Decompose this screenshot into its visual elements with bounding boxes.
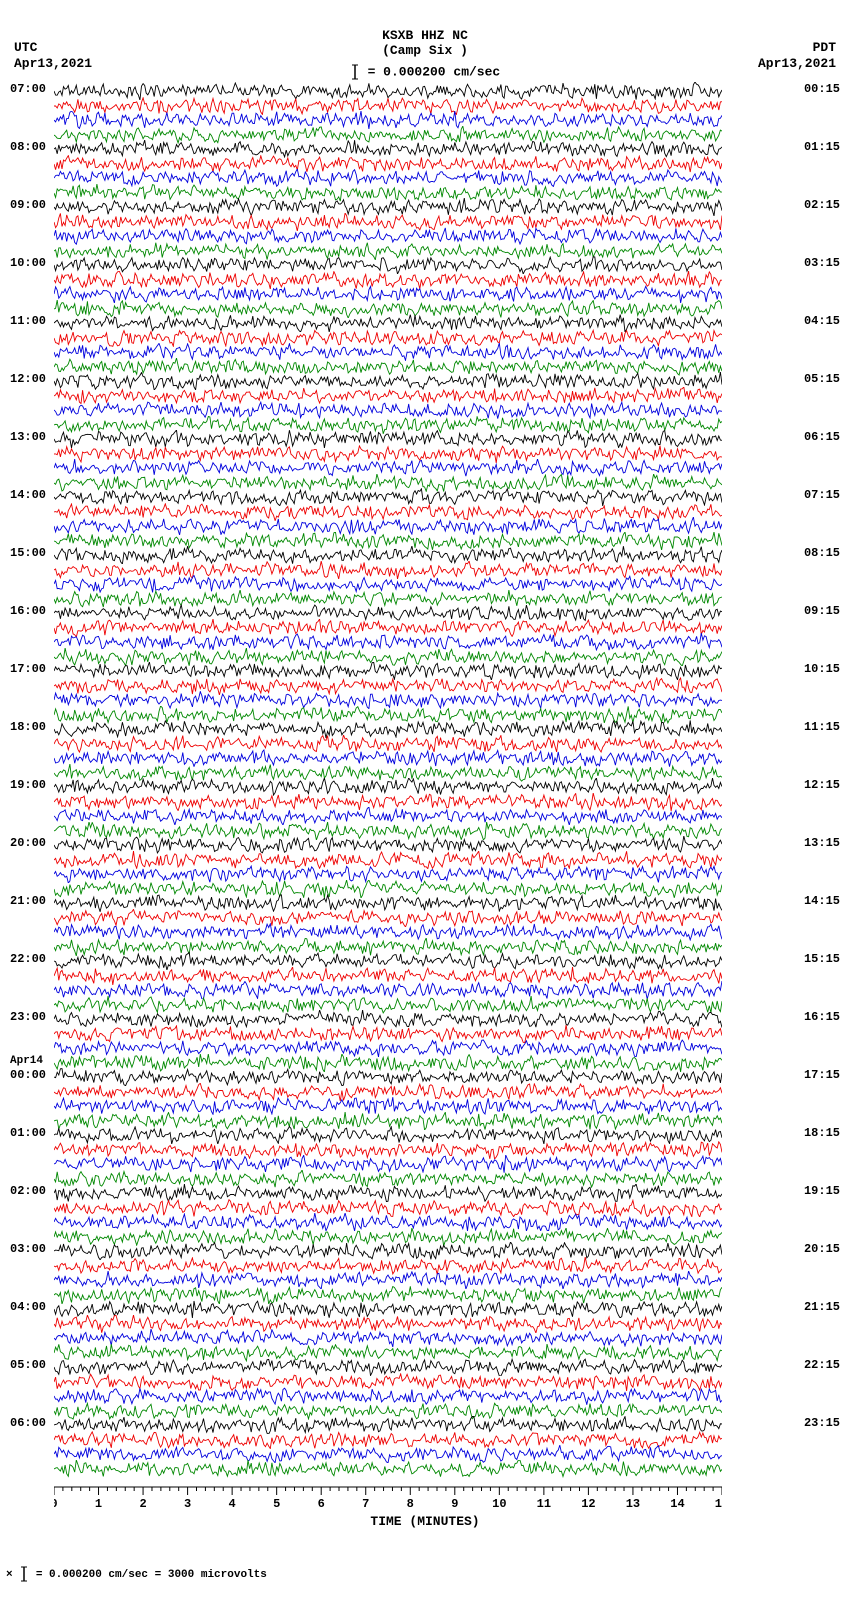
time-label-left: 12:00 xyxy=(10,372,46,386)
time-label-left: 02:00 xyxy=(10,1184,46,1198)
time-label-left: 20:00 xyxy=(10,836,46,850)
left-timezone: UTC xyxy=(14,40,37,55)
svg-text:1: 1 xyxy=(95,1497,102,1511)
time-label-left: 13:00 xyxy=(10,430,46,444)
time-label-left: 22:00 xyxy=(10,952,46,966)
x-axis-ticks: 0123456789101112131415 xyxy=(54,1486,722,1516)
time-label-left: 21:00 xyxy=(10,894,46,908)
time-label-left: 08:00 xyxy=(10,140,46,154)
seismic-trace xyxy=(54,1460,722,1478)
time-label-right: 22:15 xyxy=(804,1358,840,1372)
time-label-left: 05:00 xyxy=(10,1358,46,1372)
svg-text:6: 6 xyxy=(318,1497,325,1511)
time-label-left: 06:00 xyxy=(10,1416,46,1430)
time-label-left: 09:00 xyxy=(10,198,46,212)
time-label-left: 11:00 xyxy=(10,314,46,328)
time-label-right: 00:15 xyxy=(804,82,840,96)
svg-text:2: 2 xyxy=(139,1497,146,1511)
time-label-right: 05:15 xyxy=(804,372,840,386)
footer-text: = 0.000200 cm/sec = 3000 microvolts xyxy=(29,1569,267,1581)
time-label-left: 17:00 xyxy=(10,662,46,676)
time-label-right: 09:15 xyxy=(804,604,840,618)
station-title: KSXB HHZ NC xyxy=(0,0,850,43)
time-label-right: 07:15 xyxy=(804,488,840,502)
time-label-right: 20:15 xyxy=(804,1242,840,1256)
footer-scale: × = 0.000200 cm/sec = 3000 microvolts xyxy=(0,1536,850,1592)
svg-text:3: 3 xyxy=(184,1497,191,1511)
svg-text:11: 11 xyxy=(537,1497,551,1511)
time-label-left: 04:00 xyxy=(10,1300,46,1314)
svg-text:12: 12 xyxy=(581,1497,595,1511)
time-label-right: 21:15 xyxy=(804,1300,840,1314)
time-label-left: 10:00 xyxy=(10,256,46,270)
time-label-right: 04:15 xyxy=(804,314,840,328)
svg-text:7: 7 xyxy=(362,1497,369,1511)
time-label-right: 12:15 xyxy=(804,778,840,792)
time-label-left: 23:00 xyxy=(10,1010,46,1024)
header: KSXB HHZ NC (Camp Six ) = 0.000200 cm/se… xyxy=(0,0,850,80)
time-label-left: 19:00 xyxy=(10,778,46,792)
svg-text:13: 13 xyxy=(626,1497,640,1511)
svg-text:9: 9 xyxy=(451,1497,458,1511)
footer-prefix: × xyxy=(6,1569,13,1581)
time-label-right: 13:15 xyxy=(804,836,840,850)
svg-text:15: 15 xyxy=(715,1497,722,1511)
time-label-right: 23:15 xyxy=(804,1416,840,1430)
time-label-right: 01:15 xyxy=(804,140,840,154)
time-label-right: 17:15 xyxy=(804,1068,840,1082)
time-label-left: 01:00 xyxy=(10,1126,46,1140)
time-label-right: 10:15 xyxy=(804,662,840,676)
site-name: (Camp Six ) xyxy=(0,43,850,58)
scale-bar-icon xyxy=(350,64,360,80)
time-label-right: 15:15 xyxy=(804,952,840,966)
right-timezone: PDT xyxy=(813,40,836,55)
svg-text:10: 10 xyxy=(492,1497,506,1511)
date-marker: Apr14 xyxy=(10,1056,43,1067)
svg-text:0: 0 xyxy=(54,1497,58,1511)
time-label-left: 07:00 xyxy=(10,82,46,96)
scale-indicator: = 0.000200 cm/sec xyxy=(0,58,850,80)
time-label-left: 00:00 xyxy=(10,1068,46,1082)
footer-scale-bar-icon xyxy=(19,1566,29,1582)
time-label-right: 16:15 xyxy=(804,1010,840,1024)
time-label-right: 02:15 xyxy=(804,198,840,212)
time-label-right: 03:15 xyxy=(804,256,840,270)
time-label-right: 18:15 xyxy=(804,1126,840,1140)
time-label-left: 16:00 xyxy=(10,604,46,618)
time-label-left: 15:00 xyxy=(10,546,46,560)
trace-row xyxy=(0,1466,850,1481)
x-axis: 0123456789101112131415 TIME (MINUTES) xyxy=(0,1486,850,1536)
svg-text:8: 8 xyxy=(407,1497,414,1511)
svg-text:5: 5 xyxy=(273,1497,280,1511)
scale-text: = 0.000200 cm/sec xyxy=(360,64,500,79)
time-label-right: 14:15 xyxy=(804,894,840,908)
time-label-right: 19:15 xyxy=(804,1184,840,1198)
time-label-left: 03:00 xyxy=(10,1242,46,1256)
time-label-right: 11:15 xyxy=(804,720,840,734)
svg-text:14: 14 xyxy=(670,1497,684,1511)
time-label-right: 06:15 xyxy=(804,430,840,444)
time-label-left: 14:00 xyxy=(10,488,46,502)
seismogram-plot: 07:0000:1508:0001:1509:0002:1510:0003:15… xyxy=(0,88,850,1480)
x-axis-label: TIME (MINUTES) xyxy=(0,1514,850,1529)
time-label-left: 18:00 xyxy=(10,720,46,734)
svg-text:4: 4 xyxy=(229,1497,236,1511)
right-date: Apr13,2021 xyxy=(758,56,836,71)
time-label-right: 08:15 xyxy=(804,546,840,560)
left-date: Apr13,2021 xyxy=(14,56,92,71)
